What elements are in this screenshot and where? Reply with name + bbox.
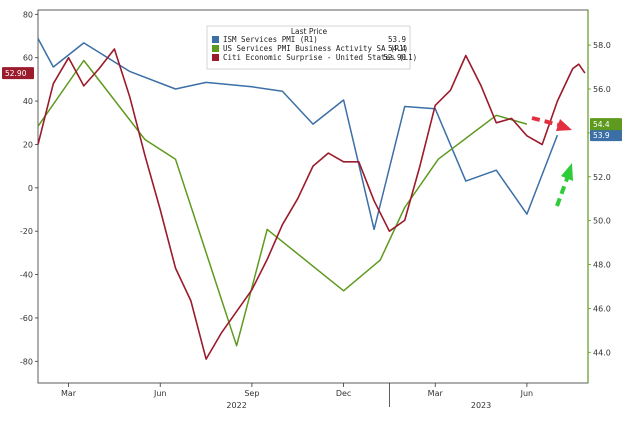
value-badge — [2, 67, 34, 80]
left-tick-label: 80 — [23, 10, 33, 19]
left-axis: 80 60 40 20 0 -20 -40 -60 -80 — [20, 10, 38, 366]
series-group — [37, 38, 586, 360]
left-tick-label: 0 — [28, 184, 33, 193]
legend-title: Last Price — [291, 27, 328, 36]
value-badge — [590, 129, 622, 142]
right-tick-label: 46.0 — [593, 304, 611, 313]
right-tick-label: 58.0 — [593, 41, 611, 50]
green-dashed-arrow — [555, 175, 570, 207]
right-tick-label: 52.0 — [593, 173, 611, 182]
right-tick-label: 50.0 — [593, 217, 611, 226]
x-tick-label: Sep — [244, 389, 259, 398]
x-tick-label: Jun — [153, 389, 167, 398]
legend-entry-name: US Services PMI Business Activity SA (R1… — [223, 44, 408, 53]
annotation-arrows — [531, 116, 573, 207]
value-badge-label: 52.90 — [5, 69, 27, 78]
year-label: 2022 — [226, 401, 246, 410]
x-axis: Mar Jun Sep Dec Mar Jun 2022 2023 — [61, 383, 533, 410]
x-tick-label: Jun — [520, 389, 534, 398]
legend-swatch — [212, 54, 219, 61]
x-tick-label: Mar — [61, 389, 77, 398]
legend-box — [206, 25, 411, 70]
left-tick-label: -20 — [20, 227, 33, 236]
series-line-1 — [37, 38, 559, 231]
legend-swatch — [212, 36, 219, 43]
value-badge-label: 54.4 — [593, 120, 610, 129]
right-tick-label: 56.0 — [593, 85, 611, 94]
value-badge — [590, 118, 622, 131]
left-tick-label: -60 — [20, 314, 33, 323]
legend: Last Price ISM Services PMI (R1) 53.9US S… — [206, 25, 417, 70]
x-tick-label: Mar — [428, 389, 444, 398]
legend-entry-value: 53.9 — [388, 35, 406, 44]
legend-entry-value: 52.90 — [383, 53, 406, 62]
right-tick-label: 48.0 — [593, 261, 611, 270]
left-tick-label: 40 — [23, 97, 33, 106]
green-arrow-head — [561, 163, 573, 181]
legend-swatch — [212, 45, 219, 52]
legend-entry-value: 54.4 — [388, 44, 407, 53]
left-tick-label: 20 — [23, 140, 33, 149]
left-tick-label: 60 — [23, 54, 33, 63]
value-badge-label: 53.9 — [593, 131, 610, 140]
legend-entry-name: ISM Services PMI (R1) — [223, 35, 318, 44]
left-tick-label: -80 — [20, 357, 33, 366]
legend-entry-name: Citi Economic Surprise - United States (… — [223, 53, 417, 62]
x-tick-label: Dec — [336, 389, 351, 398]
right-tick-label: 44.0 — [593, 348, 611, 357]
red-arrow-head — [556, 119, 572, 131]
series-line-2 — [37, 59, 528, 347]
value-badges: 53.9 54.4 52.90 — [2, 67, 622, 142]
series-line-3 — [37, 48, 586, 360]
year-label: 2023 — [471, 401, 491, 410]
left-tick-label: -40 — [20, 271, 33, 280]
